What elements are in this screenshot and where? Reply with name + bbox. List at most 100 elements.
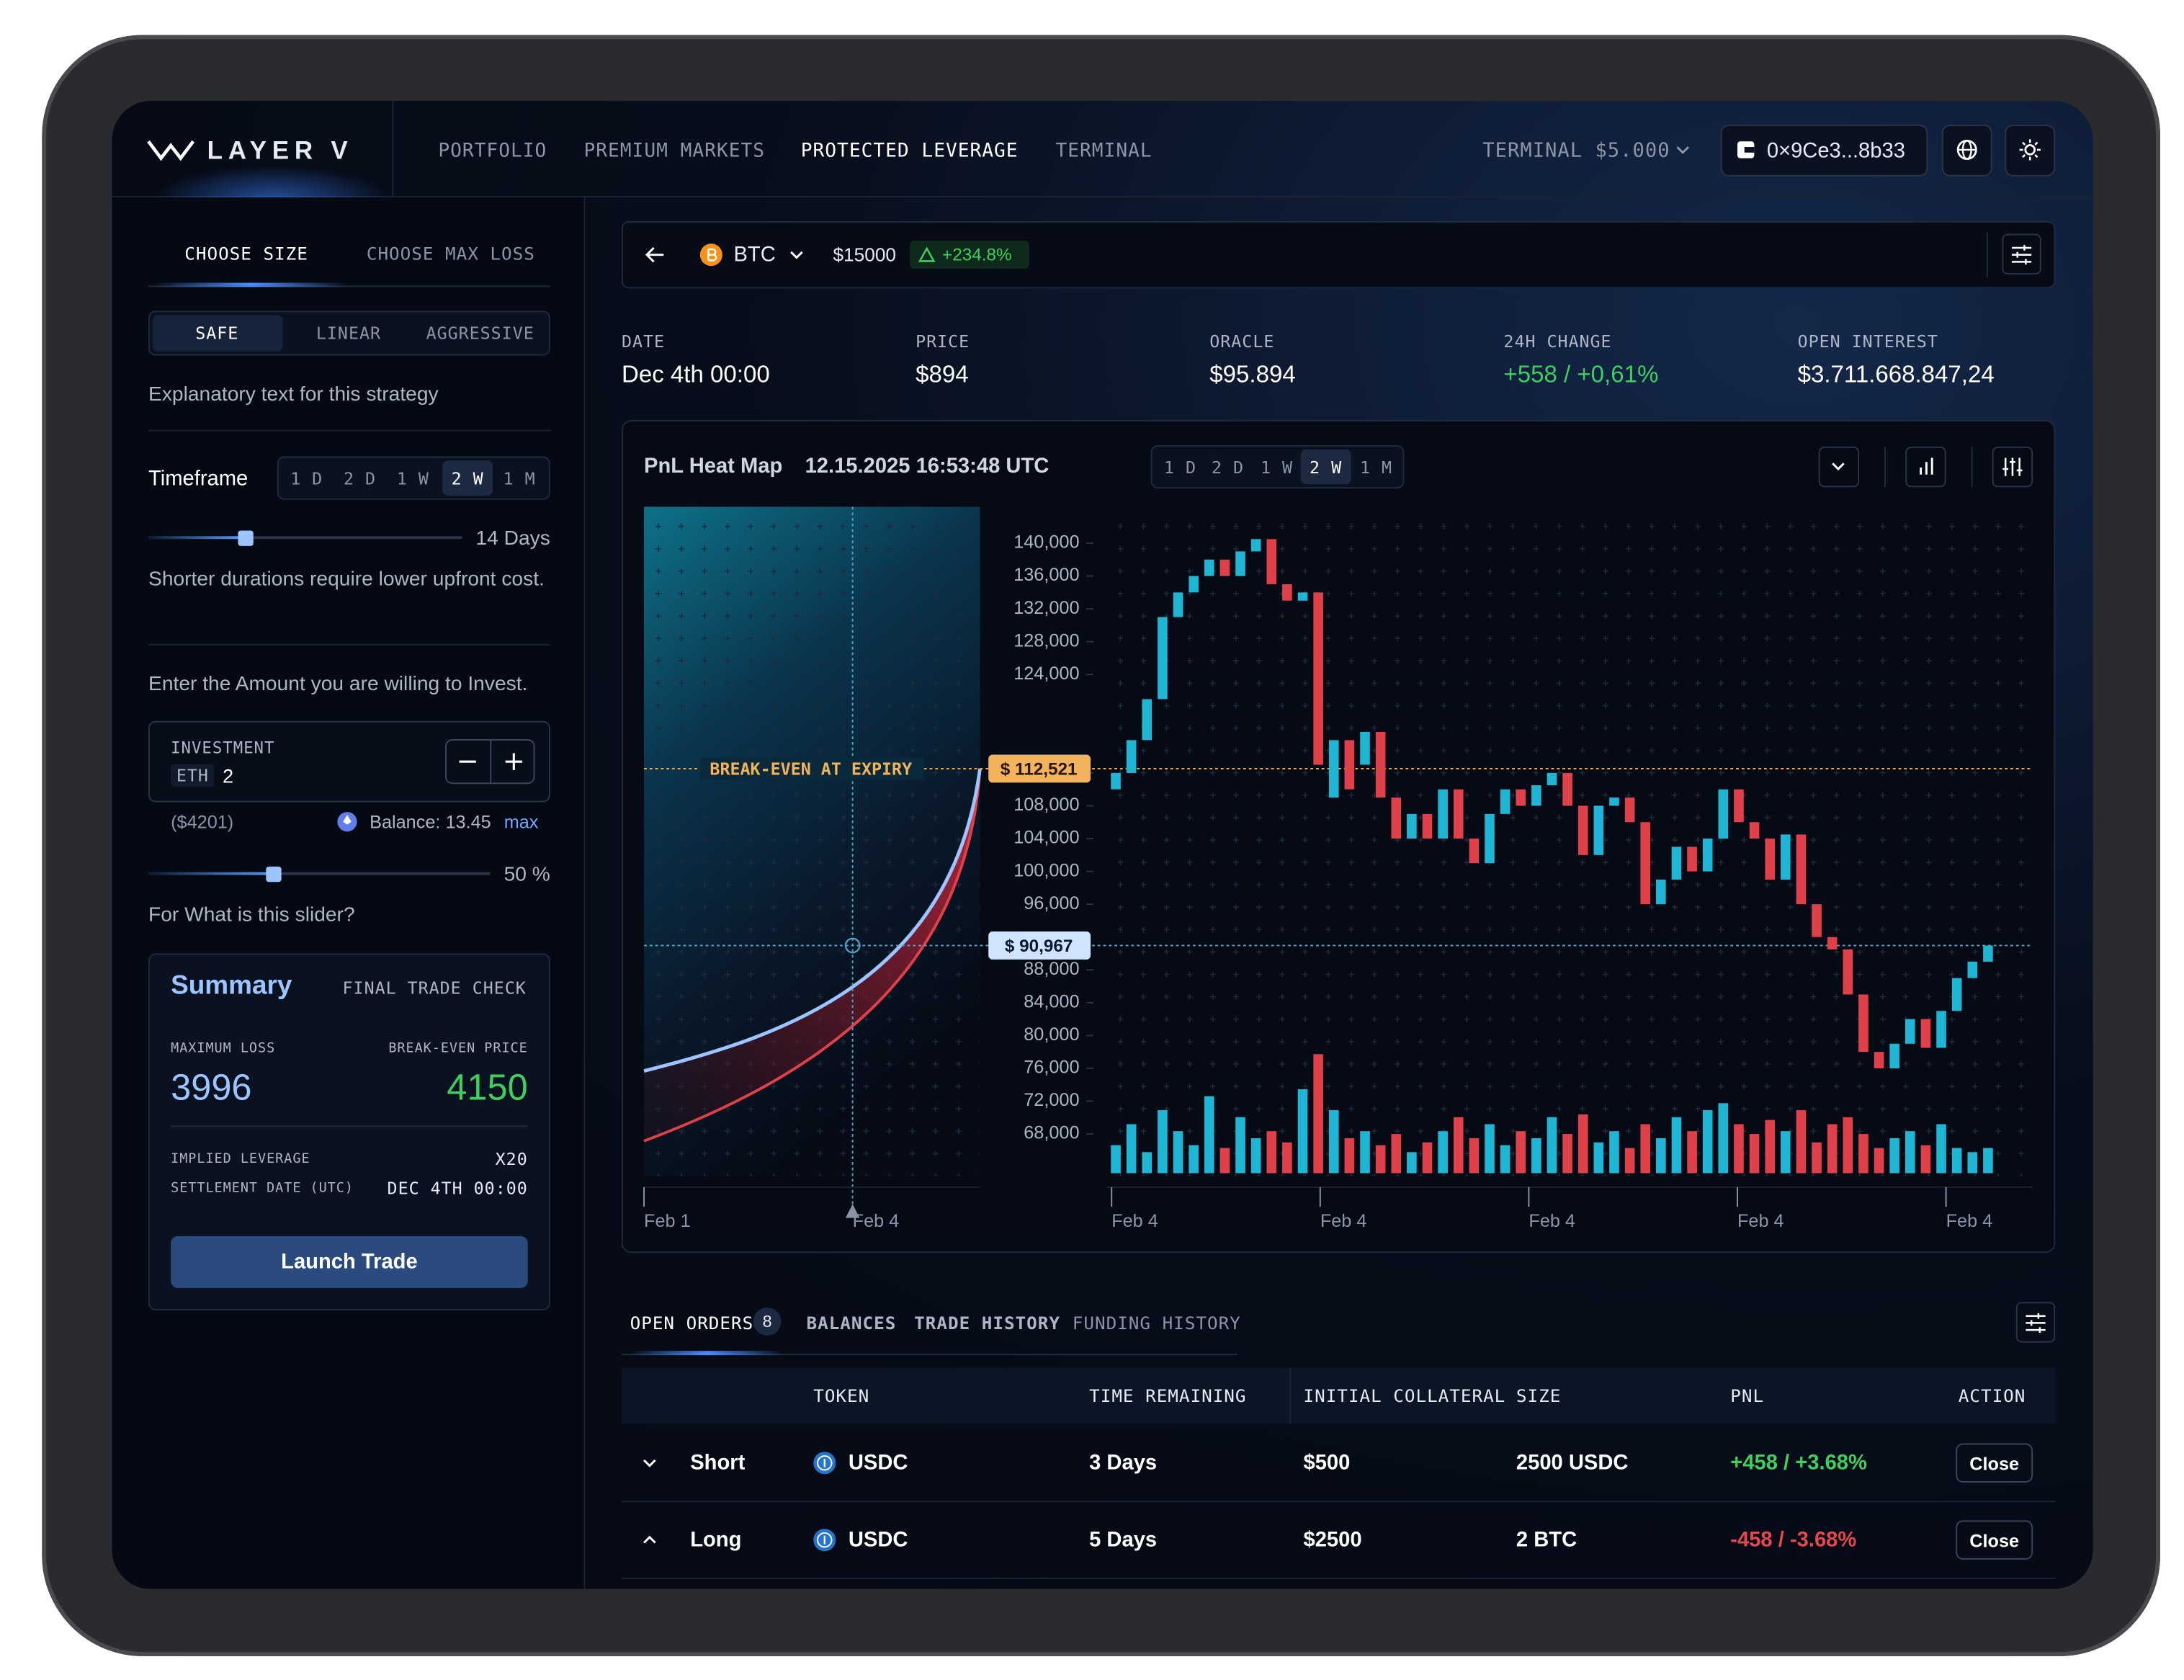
max-button[interactable]: max [504, 811, 539, 833]
candle [1438, 789, 1448, 839]
timeframe-option[interactable]: 1 W [1261, 457, 1294, 478]
timeframe-option[interactable]: 2 W [451, 469, 484, 489]
nav-link[interactable]: PORTFOLIO [438, 140, 547, 163]
strategy-option[interactable]: AGGRESSIVE [426, 323, 534, 344]
filter-button[interactable] [1992, 446, 2033, 488]
dropdown-button[interactable] [1818, 446, 1860, 488]
orders-count: 8 [753, 1308, 782, 1336]
candle [1671, 846, 1682, 880]
candle [1266, 539, 1277, 584]
candle [1967, 961, 1978, 978]
pnl-curve [643, 768, 982, 1073]
volume-bar [1951, 1148, 1962, 1174]
table-header [621, 1367, 2056, 1424]
chart-timeframes [1150, 444, 1405, 489]
volume-bar [1500, 1145, 1511, 1174]
row-toggle[interactable] [641, 1533, 658, 1547]
table-settings[interactable] [2015, 1302, 2056, 1343]
break_even-label: $ 112,521 [1001, 759, 1078, 779]
settlement: DEC 4TH 00:00 [387, 1179, 528, 1199]
row-toggle[interactable] [641, 1456, 658, 1470]
wallet-icon [1737, 141, 1755, 158]
bars-icon [1920, 457, 1933, 475]
chevron [1676, 146, 1690, 154]
investment-input[interactable] [148, 720, 550, 803]
volume-bar [1889, 1138, 1899, 1174]
orders-tab[interactable]: OPEN ORDERS [630, 1312, 754, 1333]
timeframe-option[interactable]: 2 W [1310, 457, 1343, 478]
timeframe-option[interactable]: 1 M [1360, 457, 1393, 478]
stepper-icons[interactable] [445, 739, 534, 784]
slider-thumb[interactable] [266, 866, 282, 883]
left-panel [112, 197, 586, 1589]
stat-value: $95.894 [1209, 361, 1296, 388]
timeframe-option[interactable]: 2 D [343, 469, 377, 489]
volume-bar [1874, 1148, 1884, 1174]
y-tick-label: 124,000 [1013, 663, 1079, 684]
stat-label: ORACLE [1209, 331, 1275, 352]
launch-button[interactable]: Launch Trade [171, 1236, 528, 1288]
volume-bar [1656, 1138, 1666, 1174]
loss-tab[interactable]: CHOOSE MAX LOSS [366, 243, 535, 264]
terminal-balance[interactable]: TERMINAL $5.000 [1482, 140, 1670, 163]
volume-bar [1531, 1138, 1541, 1174]
strategy-active [152, 315, 283, 352]
stat-value: +558 / +0,61% [1503, 361, 1659, 388]
summary-subtitle: FINAL TRADE CHECK [342, 978, 527, 998]
close-button[interactable]: Close [1956, 1443, 2033, 1483]
stat-label: 24H CHANGE [1503, 331, 1612, 352]
strategy-option[interactable]: LINEAR [315, 323, 382, 344]
timeframe-option[interactable]: 1 M [503, 469, 536, 489]
pair[interactable]: BTC [733, 243, 776, 267]
volume-bar [1983, 1148, 1993, 1174]
orders-tab[interactable]: FUNDING HISTORY [1072, 1312, 1241, 1333]
back-icon[interactable] [644, 243, 666, 266]
candle [1920, 1019, 1931, 1048]
timeframe-option[interactable]: 1 W [396, 469, 429, 489]
bars-button[interactable] [1905, 446, 1946, 488]
nav-link[interactable]: TERMINAL [1055, 140, 1153, 163]
close-button[interactable]: Close [1956, 1520, 2033, 1560]
summary-title: Summary [171, 971, 292, 1001]
heat-x-label: Feb 1 [644, 1211, 691, 1231]
strategy-option[interactable]: SAFE [195, 323, 239, 344]
timeframe-option[interactable]: 1 D [290, 469, 323, 489]
cell: USDC [848, 1451, 908, 1475]
theme-button[interactable] [2005, 124, 2056, 177]
volume-bar [1235, 1117, 1245, 1174]
timeframe-active [442, 460, 493, 496]
cell: $500 [1303, 1451, 1351, 1475]
volume-bar [1313, 1054, 1323, 1174]
nav-link[interactable]: PREMIUM MARKETS [583, 140, 766, 163]
settings-button[interactable] [2002, 233, 2041, 274]
candle [1250, 539, 1261, 552]
orders-tab[interactable]: BALANCES [806, 1312, 897, 1333]
y-tick-label: 132,000 [1013, 598, 1079, 618]
volume-bar [1547, 1117, 1557, 1174]
volume-bar [1749, 1134, 1760, 1174]
slider-thumb[interactable] [238, 530, 254, 546]
candle [1889, 1043, 1899, 1068]
nav-link-active[interactable]: PROTECTED LEVERAGE [800, 140, 1019, 163]
volume-bar [1485, 1124, 1495, 1174]
sliders-icon [2011, 245, 2032, 265]
orders-tab[interactable]: TRADE HISTORY [914, 1312, 1060, 1333]
y-tick-label: 104,000 [1013, 828, 1079, 848]
candle [1936, 1011, 1946, 1048]
btc-icon [699, 243, 722, 267]
timeframe-option[interactable]: 1 D [1163, 457, 1196, 478]
candle [1422, 813, 1433, 839]
volume-bar [1843, 1117, 1853, 1174]
x-tick-label: Feb 4 [1320, 1211, 1367, 1231]
y-tick-label: 84,000 [1024, 992, 1079, 1012]
candle [1812, 904, 1822, 937]
heat-x-label: Feb 4 [853, 1211, 900, 1231]
candle [1983, 945, 1993, 962]
wallet-button[interactable] [1720, 124, 1928, 177]
size-tab[interactable]: CHOOSE SIZE [184, 243, 308, 264]
candle [1328, 740, 1339, 798]
timeframe-option[interactable]: 2 D [1212, 457, 1245, 478]
max-loss: 3996 [171, 1065, 252, 1109]
candle [1391, 797, 1402, 839]
